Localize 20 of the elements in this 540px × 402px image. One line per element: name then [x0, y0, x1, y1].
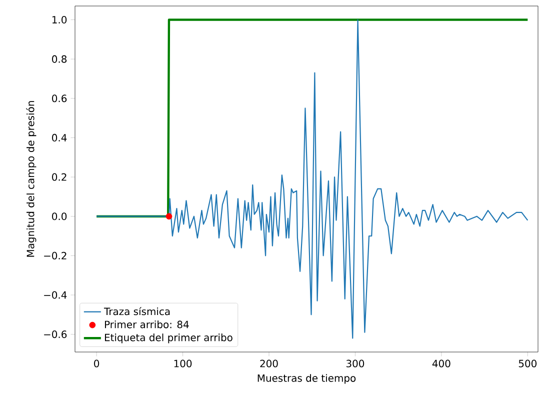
y-tick-label: 0.4	[52, 134, 67, 142]
x-tick-label: 400	[432, 360, 450, 368]
y-axis-title: Magnitud del campo de presión	[26, 101, 36, 257]
x-tick-label: 200	[260, 360, 278, 368]
x-tick-label: 100	[174, 360, 192, 368]
x-tick-label: 500	[518, 360, 537, 368]
y-tick-label: 0.0	[52, 212, 67, 220]
y-tick-label: −0.4	[44, 291, 67, 299]
legend-label: Primer arribo: 84	[104, 320, 189, 328]
x-axis-title: Muestras de tiempo	[258, 374, 356, 384]
y-tick-label: 1.0	[52, 16, 67, 24]
y-tick-label: 0.8	[52, 55, 67, 63]
legend-label: Traza sísmica	[104, 307, 170, 316]
y-tick-label: −0.2	[44, 252, 66, 260]
y-tick-label: 0.6	[52, 94, 67, 102]
x-tick-label: 300	[346, 360, 364, 368]
y-tick-label: −0.6	[44, 330, 67, 338]
y-tick-label: 0.2	[52, 173, 66, 181]
legend-label: Etiqueta del primer arribo	[104, 334, 232, 344]
x-tick-label: 0	[94, 360, 100, 368]
